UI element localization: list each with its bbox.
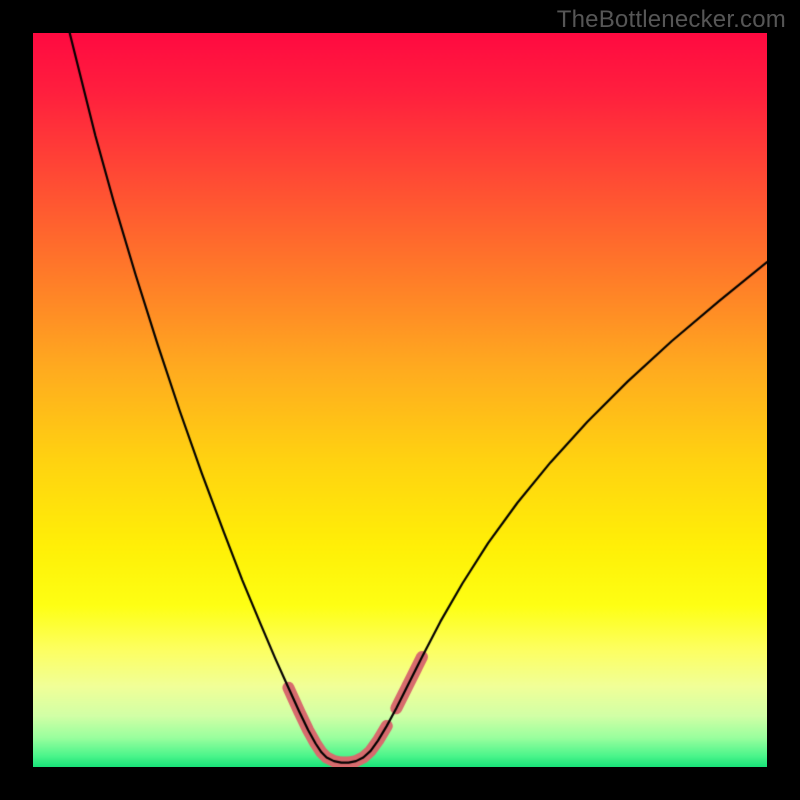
plot-area xyxy=(33,33,767,767)
chart-stage: TheBottlenecker.com xyxy=(0,0,800,800)
watermark-text: TheBottlenecker.com xyxy=(557,6,786,34)
bottleneck-curve xyxy=(33,33,767,767)
